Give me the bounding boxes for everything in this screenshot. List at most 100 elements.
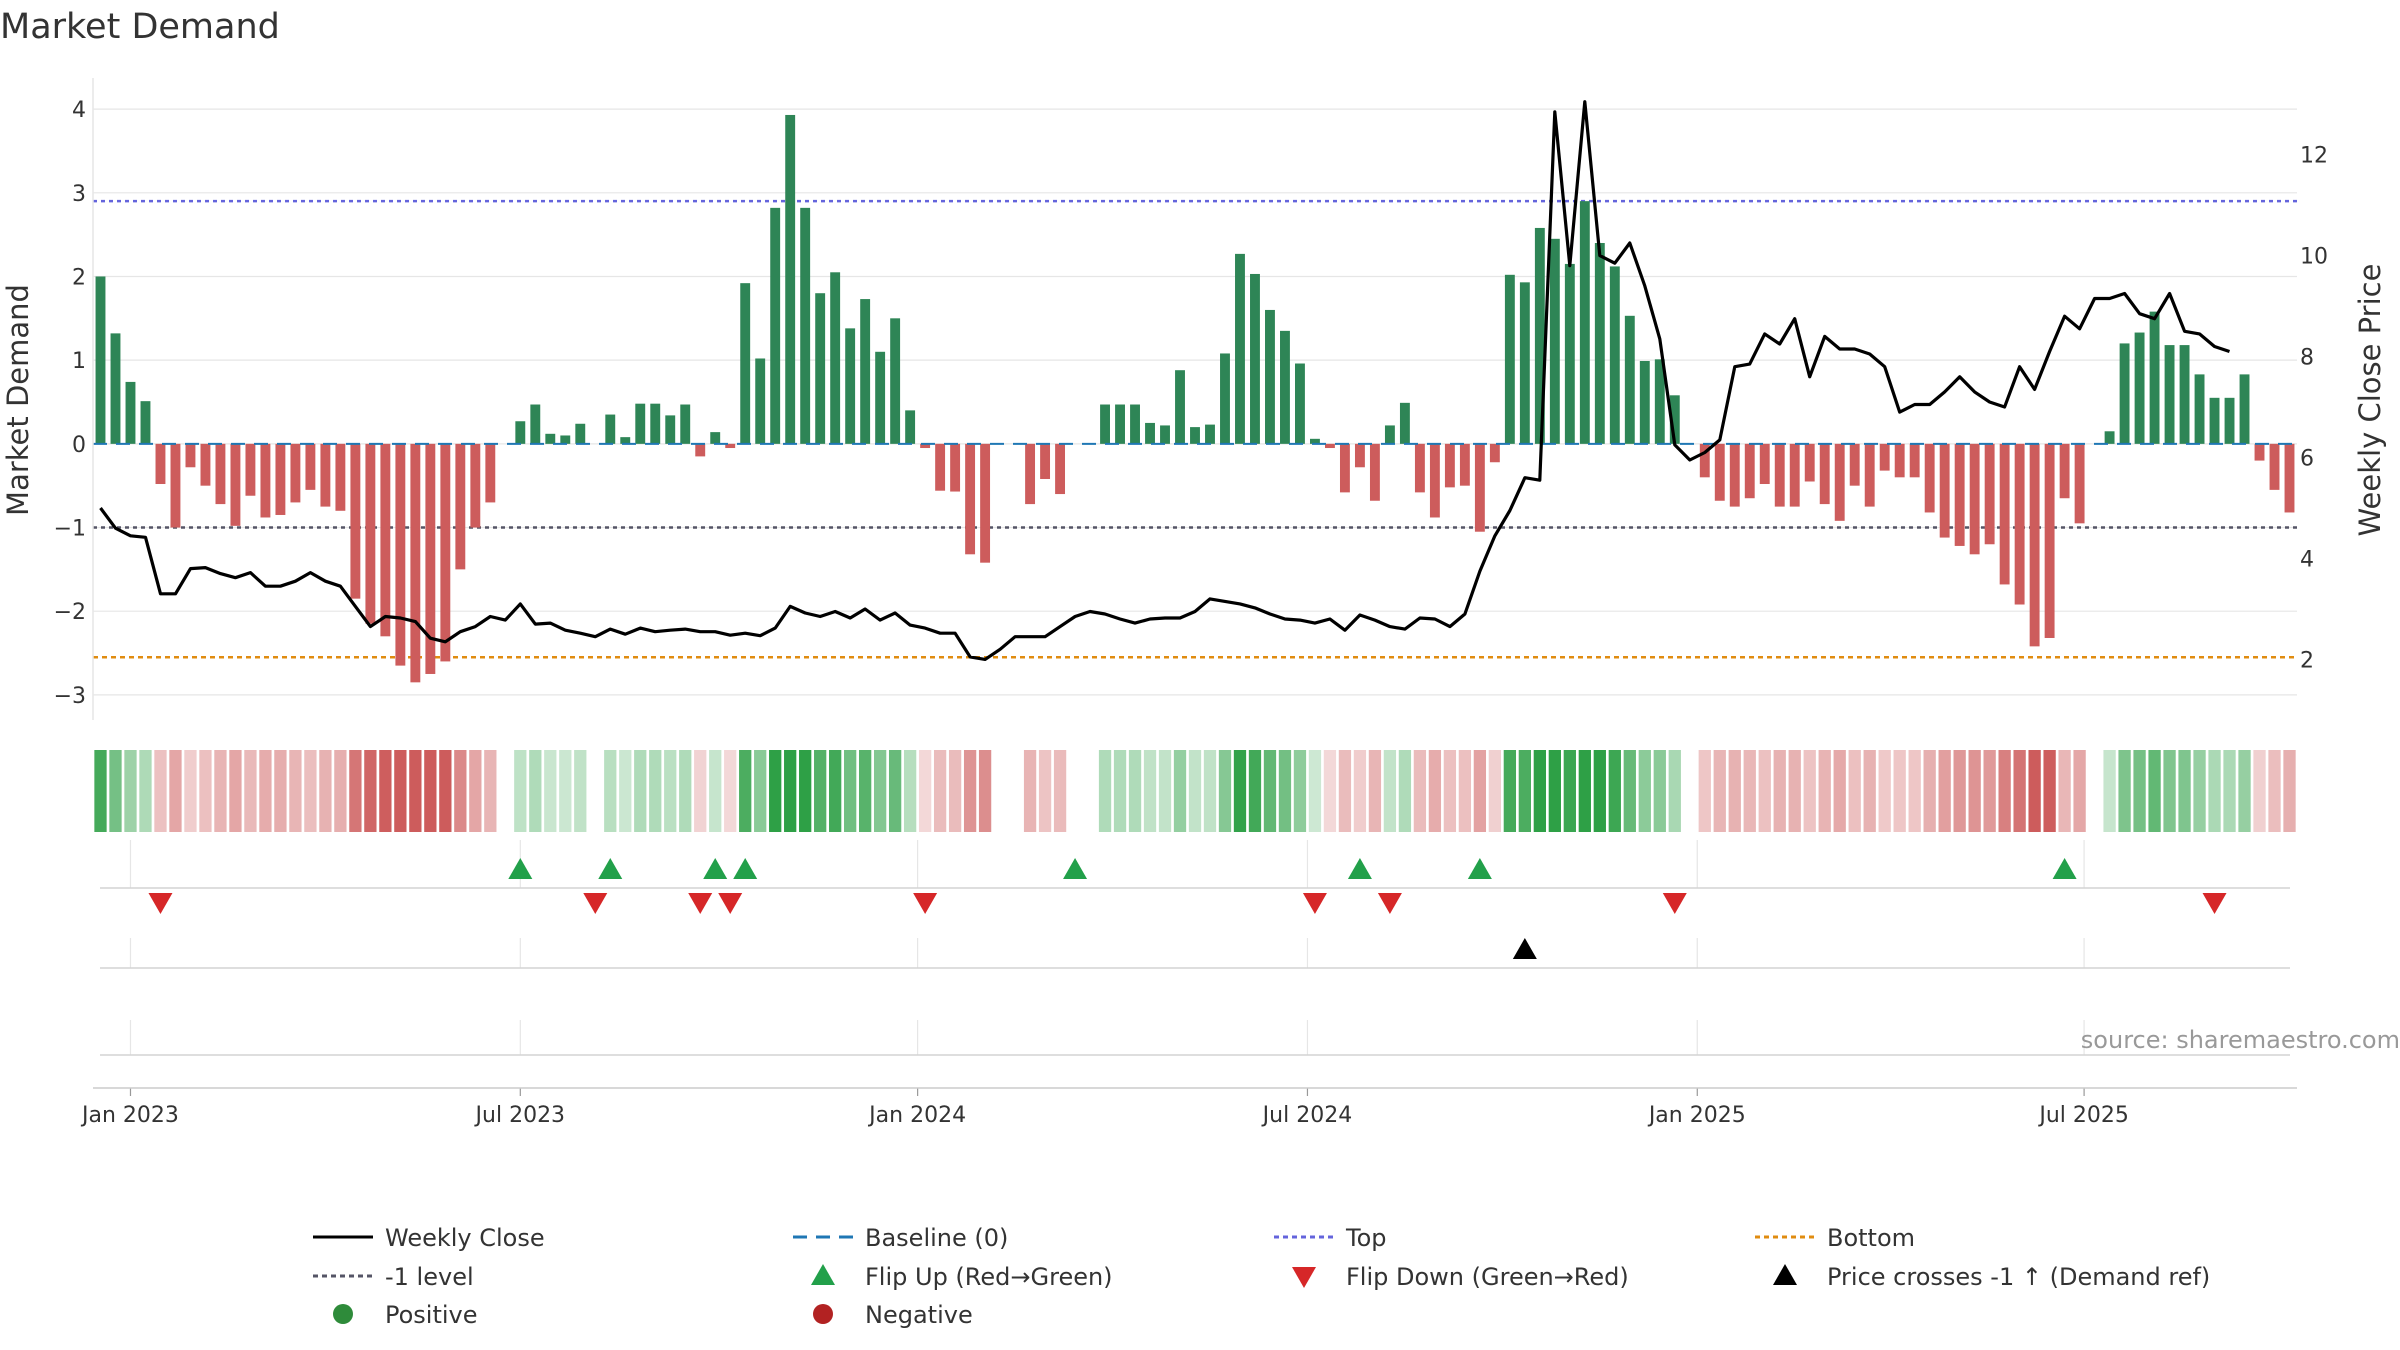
heat-cell xyxy=(1323,750,1337,832)
legend-entry: Baseline (0) xyxy=(793,1224,1008,1252)
x-tick-label: Jan 2025 xyxy=(1647,1103,1746,1128)
heat-cell xyxy=(394,750,407,832)
y-tick-label: −3 xyxy=(54,684,86,709)
demand-bar xyxy=(1504,274,1515,444)
demand-bar xyxy=(1369,443,1380,501)
heat-cell xyxy=(1968,750,1981,832)
demand-bar xyxy=(1669,395,1680,444)
demand-bar xyxy=(2164,345,2175,444)
heat-cell xyxy=(1593,750,1606,832)
heat-cell xyxy=(1608,750,1621,832)
demand-bar xyxy=(1489,443,1500,463)
heat-cell xyxy=(1653,750,1666,832)
demand-bar xyxy=(2209,397,2220,444)
demand-bar xyxy=(800,207,811,444)
heat-cell xyxy=(1773,750,1786,832)
demand-bar xyxy=(1819,443,1830,505)
demand-bar xyxy=(1549,238,1560,444)
flip-down-marker xyxy=(913,893,938,914)
heat-cell xyxy=(873,750,887,832)
demand-bar xyxy=(365,443,376,624)
demand-bar xyxy=(1594,243,1605,444)
heat-cell xyxy=(814,750,827,832)
heat-cell xyxy=(1143,750,1157,832)
x-tick-label: Jul 2023 xyxy=(474,1103,566,1128)
demand-bar xyxy=(1894,443,1905,478)
demand-bar xyxy=(2284,443,2295,513)
heat-cell xyxy=(724,750,737,832)
heat-cell xyxy=(1623,750,1636,832)
demand-bar xyxy=(1354,443,1365,468)
heat-cell xyxy=(1008,750,1022,832)
demand-bar xyxy=(1789,443,1800,507)
demand-bar xyxy=(2224,397,2235,444)
heat-cell xyxy=(1908,750,1921,832)
heat-cell xyxy=(214,750,227,832)
heat-cell xyxy=(1428,750,1442,832)
heat-cell xyxy=(2178,750,2191,832)
heat-cell xyxy=(274,750,287,832)
heat-cell xyxy=(244,750,257,832)
heat-cell xyxy=(829,750,842,832)
heat-cell xyxy=(903,750,917,832)
heat-cell xyxy=(319,750,332,832)
heat-cell xyxy=(2073,750,2086,832)
heat-cell xyxy=(679,750,692,832)
y2-tick-label: 2 xyxy=(2300,648,2314,673)
demand-bar xyxy=(890,318,901,444)
demand-bar xyxy=(1145,422,1155,444)
heat-cell xyxy=(1518,750,1531,832)
demand-bar xyxy=(125,381,136,444)
heat-cell xyxy=(1788,750,1801,832)
demand-bar xyxy=(290,443,301,503)
y-tick-label: −2 xyxy=(54,600,86,625)
demand-bar xyxy=(185,443,196,468)
heat-cell xyxy=(1068,750,1082,832)
demand-bar xyxy=(1759,443,1770,485)
legend-entry: Price crosses -1 ↑ (Demand ref) xyxy=(1773,1263,2210,1291)
demand-bar xyxy=(1399,402,1410,444)
demand-bar xyxy=(485,443,496,503)
heat-cell xyxy=(2268,750,2281,832)
y2-tick-label: 6 xyxy=(2300,447,2314,472)
heat-cell xyxy=(1458,750,1472,832)
heat-cell xyxy=(139,750,152,832)
demand-bar xyxy=(1939,443,1950,538)
demand-bar xyxy=(260,443,271,518)
demand-bar xyxy=(155,443,166,485)
demand-bar xyxy=(605,414,616,444)
flip-down-marker xyxy=(583,893,608,914)
flip-up-marker xyxy=(703,858,728,879)
y-axis-label: Market Demand xyxy=(1,284,35,516)
heat-cell xyxy=(2253,750,2266,832)
demand-bar xyxy=(530,404,541,444)
heat-cell xyxy=(2058,750,2071,832)
heat-cell xyxy=(769,750,782,832)
demand-bar xyxy=(2029,443,2040,647)
x-tick-label: Jan 2023 xyxy=(80,1103,179,1128)
demand-bar xyxy=(200,443,211,486)
heat-cell xyxy=(1758,750,1771,832)
heat-cell xyxy=(799,750,812,832)
heat-cell xyxy=(1338,750,1352,832)
demand-bar xyxy=(620,437,631,444)
heat-cell xyxy=(1923,750,1936,832)
y2-tick-label: 4 xyxy=(2300,547,2314,572)
flip-down-marker xyxy=(148,893,173,914)
legend-label: -1 level xyxy=(385,1263,474,1291)
demand-heat-strip xyxy=(94,750,2296,832)
legend-label: Baseline (0) xyxy=(865,1224,1008,1252)
legend-entry: Top xyxy=(1274,1224,1387,1252)
heat-cell xyxy=(1998,750,2011,832)
demand-bar xyxy=(710,432,721,444)
demand-bar xyxy=(1639,360,1650,444)
demand-bar xyxy=(1729,443,1740,507)
demand-bar xyxy=(1265,309,1275,444)
heat-cell xyxy=(709,750,722,832)
heat-cell xyxy=(454,750,467,832)
price-cross-marker xyxy=(1512,938,1537,959)
heat-cell xyxy=(589,750,602,832)
demand-bar xyxy=(245,443,256,496)
demand-bar xyxy=(1220,353,1230,444)
